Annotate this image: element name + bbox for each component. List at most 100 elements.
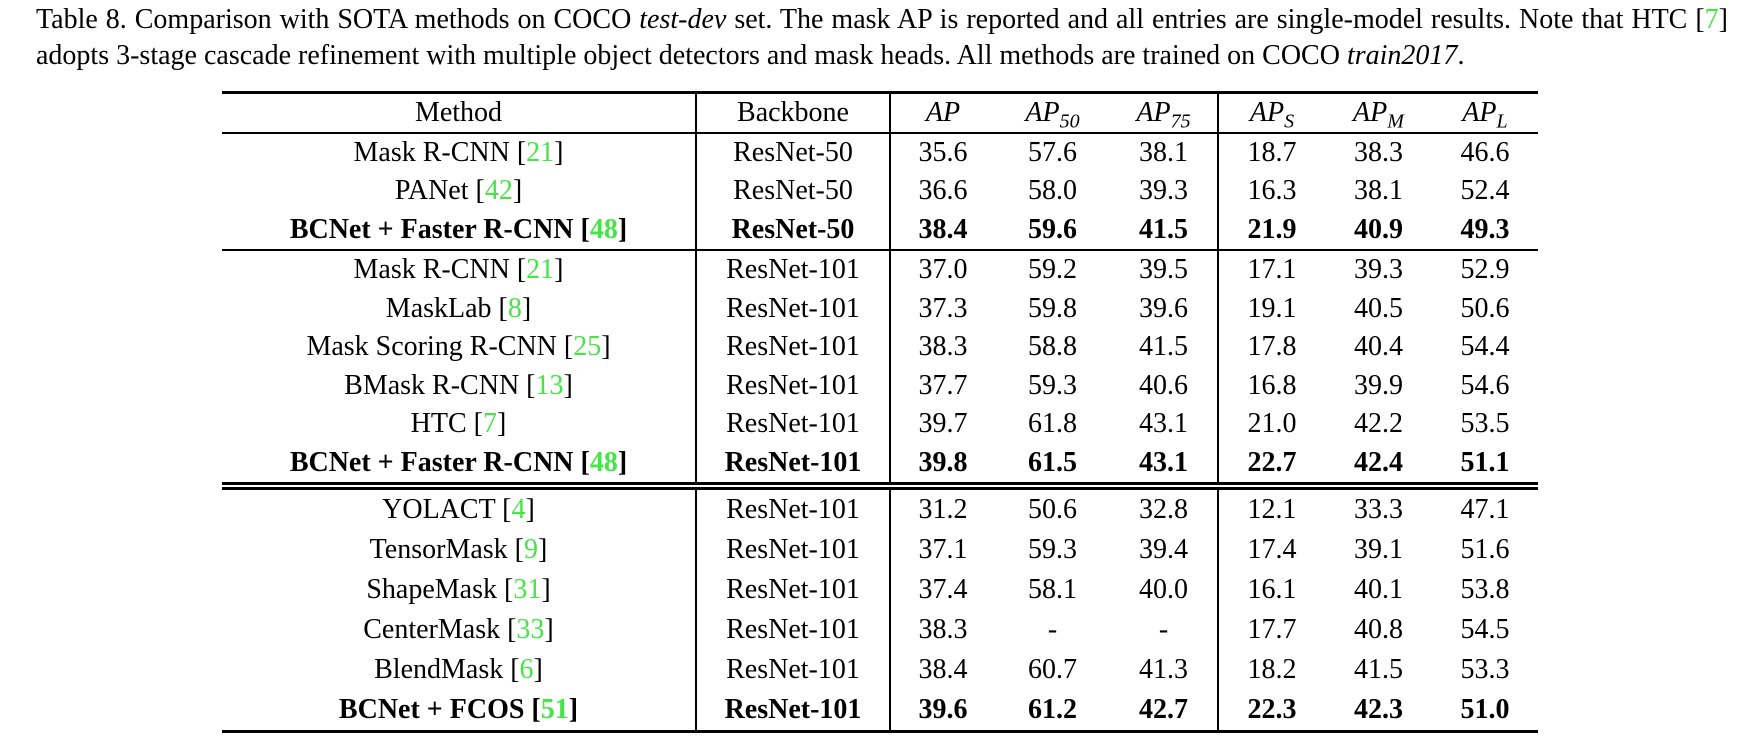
metric-cell: 53.5 xyxy=(1460,408,1510,440)
caption-text: Table 8. Comparison with SOTA methods on… xyxy=(36,4,640,35)
results-table: Method Backbone AP AP50 AP75 APS APM APL Mask R… xyxy=(222,91,1538,733)
method-name: TensorMask [ xyxy=(369,534,524,565)
header-row: Method Backbone AP AP50 AP75 APS APM APL xyxy=(222,92,1538,133)
metric-cell: 54.6 xyxy=(1460,369,1510,401)
header-math-label: AP xyxy=(1249,96,1285,128)
citation-number[interactable]: 6 xyxy=(519,654,534,685)
table-row: Mask R-CNN [21] ResNet-50 35.6 57.6 38.1 18.7… xyxy=(222,132,1538,172)
citation-number[interactable]: 7 xyxy=(483,408,497,440)
table-row: ShapeMask [31] ResNet-101 37.4 58.1 40.0 16.1… xyxy=(222,570,1538,610)
citation-close-bracket: ] xyxy=(497,408,507,440)
metric-cell: 17.7 xyxy=(1247,614,1297,645)
metric-cell: 40.6 xyxy=(1110,366,1219,405)
metric-cell: 32.8 xyxy=(1110,486,1219,530)
metric-cell: 38.4 xyxy=(918,654,968,685)
metric-cell: - xyxy=(1047,614,1058,645)
metric-cell: 41.3 xyxy=(1110,650,1219,690)
backbone-cell: ResNet-101 xyxy=(696,250,891,290)
header-subscript: 50 xyxy=(1059,110,1080,133)
citation-close-bracket: ] xyxy=(563,369,573,401)
metric-cell: 58.8 xyxy=(1028,331,1077,363)
citation-close-bracket: ] xyxy=(521,292,532,324)
header-math-label: AP xyxy=(1462,96,1497,128)
caption-text: . xyxy=(1457,40,1465,71)
method-cell: Mask R-CNN [21] xyxy=(222,250,697,290)
metric-cell: 50.6 xyxy=(1028,494,1077,525)
citation-number[interactable]: 33 xyxy=(516,614,545,645)
citation-number[interactable]: 9 xyxy=(524,534,538,565)
table-row: Mask R-CNN [21] ResNet-101 37.0 59.2 39.5 17.… xyxy=(222,250,1538,290)
metric-cell: 40.4 xyxy=(1354,331,1403,363)
metric-cell: 39.8 xyxy=(918,446,968,478)
metric-cell: 31.2 xyxy=(918,494,968,525)
metric-cell: 41.5 xyxy=(1110,210,1219,250)
citation-number[interactable]: 25 xyxy=(573,331,602,363)
table-row: BlendMask [6] ResNet-101 38.4 60.7 41.3 18.2 4… xyxy=(222,650,1538,690)
column-header-apL: APL xyxy=(1432,93,1538,133)
method-name: YOLACT [ xyxy=(382,494,512,525)
method-name: BCNet + Faster R-CNN [ xyxy=(289,446,590,478)
citation-number[interactable]: 21 xyxy=(526,136,555,168)
metric-cell: 22.7 xyxy=(1247,446,1297,478)
metric-cell: 12.1 xyxy=(1247,494,1297,525)
citation-number[interactable]: 48 xyxy=(589,446,618,478)
method-cell: BlendMask [6] xyxy=(222,650,697,690)
method-cell: BCNet + Faster R-CNN [48] xyxy=(222,443,697,486)
method-cell: BCNet + Faster R-CNN [48] xyxy=(222,210,697,250)
method-name: Mask Scoring R-CNN [ xyxy=(306,331,574,363)
metric-cell: 42.3 xyxy=(1354,694,1403,725)
table-row: PANet [42] ResNet-50 36.6 58.0 39.3 16.3 38.1 5… xyxy=(222,172,1538,211)
caption-text: ] adopts 3-stage cascade refinement with… xyxy=(36,4,1728,71)
method-cell: TensorMask [9] xyxy=(222,530,697,570)
citation-number[interactable]: 13 xyxy=(535,369,564,401)
backbone-cell: ResNet-101 xyxy=(696,405,891,444)
caption-citation[interactable]: 7 xyxy=(1704,4,1719,35)
metric-cell: 43.1 xyxy=(1110,405,1219,444)
metric-cell: 37.7 xyxy=(918,369,968,401)
caption-text: set. The mask AP is reported and all ent… xyxy=(726,4,1705,35)
metric-cell: 40.0 xyxy=(1110,570,1219,610)
citation-number[interactable]: 21 xyxy=(526,254,555,286)
method-cell: PANet [42] xyxy=(222,172,697,211)
metric-cell: 42.7 xyxy=(1110,690,1219,732)
citation-number[interactable]: 31 xyxy=(513,574,542,605)
metric-cell: 51.0 xyxy=(1460,694,1510,725)
table-group-0: Mask R-CNN [21] ResNet-50 35.6 57.6 38.1 18.7… xyxy=(222,132,1538,250)
metric-cell: 18.7 xyxy=(1247,136,1297,168)
metric-cell: 59.2 xyxy=(1028,254,1077,286)
method-name: ShapeMask [ xyxy=(366,574,514,605)
table-row: HTC [7] ResNet-101 39.7 61.8 43.1 21.0 42.2 53.… xyxy=(222,405,1538,444)
metric-cell: 60.7 xyxy=(1028,654,1077,685)
metric-cell: 43.1 xyxy=(1110,443,1219,486)
citation-number[interactable]: 4 xyxy=(511,494,526,525)
citation-number[interactable]: 42 xyxy=(484,175,513,207)
table-row: CenterMask [33] ResNet-101 38.3- -17.7 40.8 5… xyxy=(222,610,1538,650)
metric-cell: 21.0 xyxy=(1247,408,1297,440)
table-group-2: YOLACT [4] ResNet-101 31.2 50.6 32.8 12.1 33.3… xyxy=(222,486,1538,732)
table-row: MaskLab [8] ResNet-101 37.3 59.8 39.6 19.1 40.… xyxy=(222,289,1538,328)
citation-number[interactable]: 48 xyxy=(589,213,618,245)
citation-close-bracket: ] xyxy=(617,446,628,478)
metric-cell: 57.6 xyxy=(1028,136,1077,168)
citation-number[interactable]: 8 xyxy=(507,292,522,324)
metric-cell: 58.0 xyxy=(1028,175,1077,207)
metric-cell: 22.3 xyxy=(1247,694,1297,725)
metric-cell: 61.5 xyxy=(1028,446,1077,478)
citation-number[interactable]: 51 xyxy=(540,694,569,725)
metric-cell: 37.1 xyxy=(918,534,968,565)
metric-cell: 50.6 xyxy=(1460,292,1510,324)
citation-close-bracket: ] xyxy=(525,494,535,525)
header-math-label: AP xyxy=(1353,96,1388,128)
metric-cell: 40.9 xyxy=(1354,213,1403,245)
metric-cell: 16.3 xyxy=(1247,175,1297,207)
metric-cell: 54.5 xyxy=(1460,614,1510,645)
method-name: Mask R-CNN [ xyxy=(353,136,527,168)
metric-cell: 40.5 xyxy=(1354,292,1403,324)
metric-cell: 52.9 xyxy=(1460,254,1510,286)
citation-close-bracket: ] xyxy=(541,574,551,605)
header-math-label: AP xyxy=(925,96,961,128)
table-row: YOLACT [4] ResNet-101 31.2 50.6 32.8 12.1 33.3… xyxy=(222,486,1538,530)
backbone-cell: ResNet-101 xyxy=(696,530,891,570)
table-group-1: Mask R-CNN [21] ResNet-101 37.0 59.2 39.5 17.… xyxy=(222,250,1538,486)
method-cell: HTC [7] xyxy=(222,405,697,444)
